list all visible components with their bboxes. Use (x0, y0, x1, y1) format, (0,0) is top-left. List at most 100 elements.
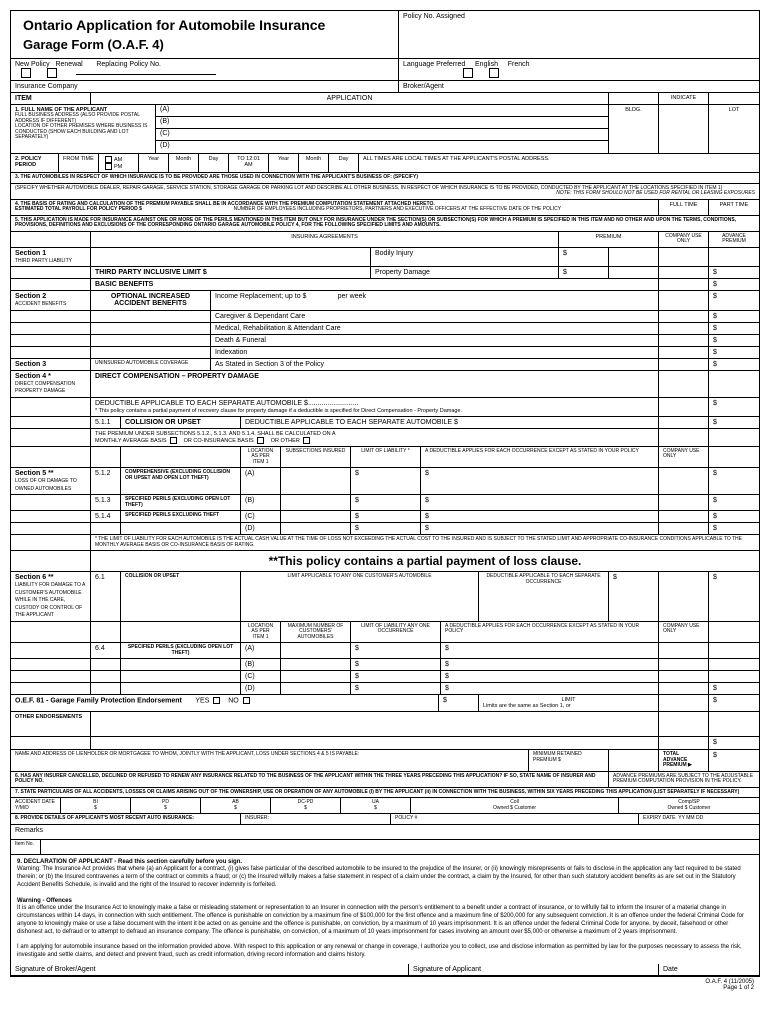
sec2-income: Section 2 ACCIDENT BENEFITS OPTIONAL INC… (11, 291, 759, 311)
coins-checkbox[interactable] (257, 437, 264, 444)
item8: 8. PROVIDE DETAILS OF APPLICANT'S MOST R… (11, 814, 241, 824)
s64: 6.4 (91, 643, 121, 658)
company-broker-row: Insurance Company Broker/Agent (11, 81, 759, 93)
sec2-caregiver: Caregiver & Dependant Care $ (11, 311, 759, 323)
pm-label: PM (114, 164, 122, 170)
form-title: Ontario Application for Automobile Insur… (15, 13, 394, 37)
sec1-sub: THIRD PARTY LIABILITY (15, 258, 72, 264)
french-checkbox[interactable] (489, 68, 499, 78)
no-label: NO (228, 697, 239, 704)
english-checkbox[interactable] (463, 68, 473, 78)
premium-under: THE PREMIUM UNDER SUBSECTIONS 5.1.2., 5.… (95, 431, 336, 437)
item3-row: 3. THE AUTOMOBILES IN RESPECT OF WHICH I… (11, 173, 759, 184)
s512-row: Section 5 ** LOSS OF OR DAMAGE TO OWNED … (11, 468, 759, 495)
policy-num: POLICY # (391, 814, 639, 824)
limit-any-one: LIMIT APPLICABLE TO ANY ONE CUSTOMER'S A… (241, 572, 479, 621)
sec6-hdr-row: Section 6 ** LIABILITY FOR DAMAGE TO A C… (11, 572, 759, 622)
medical: Medical, Rehabilitation & Attendant Care (211, 323, 659, 334)
s513-row: 5.1.3 SPECIFIED PERILS (EXCLUDING OPEN L… (11, 495, 759, 511)
sec4-hdr: Section 4 * DIRECT COMPENSATION PROPERTY… (11, 371, 759, 398)
pm-checkbox[interactable] (105, 163, 112, 170)
spec-perils: SPECIFIED PERILS (EXCLUDING OPEN LOT THE… (121, 495, 241, 510)
new-policy-checkbox[interactable] (21, 68, 31, 78)
other-checkbox[interactable] (303, 437, 310, 444)
indicate-hdr: INDICATE (659, 93, 709, 104)
am-checkbox[interactable] (105, 156, 112, 163)
from-time: FROM TIME (59, 154, 99, 172)
owned-cust1: Owned $ Customer (493, 805, 536, 811)
sec4-sub: DIRECT COMPENSATION PROPERTY DAMAGE (15, 381, 75, 395)
ab: AB (232, 799, 239, 805)
lienholder-row: NAME AND ADDRESS OF LIENHOLDER OR MORTGA… (11, 750, 759, 772)
item-hdr: ITEM (11, 93, 91, 104)
s511: 5.1.1 (91, 417, 121, 428)
sec2-sub: ACCIDENT BENEFITS (15, 301, 66, 307)
sec2-indexation: Indexation $ (11, 347, 759, 359)
new-policy-label: New Policy (15, 61, 50, 68)
decl-offence: It is an offence under the Insurance Act… (17, 905, 753, 936)
renewal-checkbox[interactable] (47, 68, 57, 78)
spec-perils-excl: SPECIFIED PERILS EXCLUDING THEFT (121, 511, 241, 522)
sec3: Section 3 (11, 359, 91, 370)
total-adv: TOTAL ADVANCE PREMIUM (663, 751, 687, 768)
subsections-insured: SUBSECTIONS INSURED (281, 447, 351, 468)
lang-pref-label: Language Preferred (403, 61, 465, 68)
item7q: 7. STATE PARTICULARS OF ALL ACCIDENTS, L… (15, 790, 739, 796)
other-end: OTHER ENDORSEMENTS (11, 712, 91, 736)
deductible-auto: DEDUCTIBLE APPLICABLE TO EACH SEPARATE A… (241, 417, 659, 428)
addr-a: (A) (160, 106, 169, 113)
year1: Year (139, 154, 169, 172)
local-times: ALL TIMES ARE LOCAL TIMES AT THE APPLICA… (359, 154, 759, 172)
monthly-avg: MONTHLY AVERAGE BASIS (95, 438, 167, 444)
replacing-label: Replacing Policy No. (96, 61, 161, 68)
sec6-sub: LIABILITY FOR DAMAGE TO A CUSTOMER'S AUT… (15, 582, 85, 618)
sig-applicant[interactable]: Signature of Applicant (409, 964, 659, 975)
monthly-avg-checkbox[interactable] (170, 437, 177, 444)
sig-broker[interactable]: Signature of Broker/Agent (11, 964, 409, 975)
partial-clause-row: **This policy contains a partial payment… (11, 551, 759, 572)
dc-pd: DIRECT COMPENSATION – PROPERTY DAMAGE (91, 371, 659, 397)
expiry: EXPIRY DATE (643, 815, 676, 821)
optional: OPTIONAL INCREASED ACCIDENT BENEFITS (91, 291, 211, 310)
sec5-note: * THE LIMIT OF LIABILITY FOR EACH AUTOMO… (91, 535, 759, 550)
no-checkbox[interactable] (243, 697, 250, 704)
oef81: O.E.F. 81 - Garage Family Protection End… (15, 697, 182, 704)
full-time: FULL TIME (659, 200, 709, 215)
item1-loc: LOCATION OF OTHER PREMISES WHERE BUSINES… (15, 124, 151, 141)
deduct-each-occ: DEDUCTIBLE APPLICABLE TO EACH SEPARATE O… (479, 572, 609, 621)
collision-upset-511: COLLISION OR UPSET (121, 417, 241, 428)
page-num: Page 1 of 2 (723, 985, 754, 991)
s512: 5.1.2 (91, 468, 121, 494)
addr-b: (B) (160, 118, 169, 125)
decl-apply: I am applying for automobile insurance b… (17, 944, 753, 960)
sec5: Section 5 ** (15, 470, 54, 477)
pd: PD (162, 799, 169, 805)
part-time: PART TIME (709, 200, 759, 215)
item3-note: (SPECIFY WHETHER AUTOMOBILE DEALER, REPA… (15, 185, 722, 191)
declaration-section: 9. DECLARATION OF APPLICANT - Read this … (11, 855, 759, 964)
item7-row: 7. STATE PARTICULARS OF ALL ACCIDENTS, L… (11, 788, 759, 799)
sec5-note-row: * THE LIMIT OF LIABILITY FOR EACH AUTOMO… (11, 535, 759, 551)
yymmdd: YY MM DD (678, 815, 703, 821)
decl-hdr: 9. DECLARATION OF APPLICANT - Read this … (17, 859, 753, 867)
yes-label: YES (195, 697, 209, 704)
section1-row2: THIRD PARTY INCLUSIVE LIMIT $ Property D… (11, 267, 759, 279)
company-use-5: COMPANY USE ONLY (659, 447, 709, 468)
item8-row: 8. PROVIDE DETAILS OF APPLICANT'S MOST R… (11, 814, 759, 825)
remarks-row: Remarks (11, 825, 759, 840)
yes-checkbox[interactable] (213, 697, 220, 704)
item1-row: 1. FULL NAME OF THE APPLICANT FULL BUSIN… (11, 105, 759, 154)
item3-label: 3. THE AUTOMOBILES IN RESPECT OF WHICH I… (15, 175, 392, 181)
num-emp: NUMBER OF EMPLOYEES INCLUDING PROPRIETOR… (234, 206, 561, 212)
prop-dmg: Property Damage (371, 267, 559, 278)
s511-row: 5.1.1 COLLISION OR UPSET DEDUCTIBLE APPL… (11, 417, 759, 429)
bldg-hdr: BLDG. (609, 105, 659, 153)
sig-date[interactable]: Date (659, 964, 759, 975)
am-label: AM (114, 157, 122, 163)
day1: Day (199, 154, 229, 172)
tpil: THIRD PARTY INCLUSIVE LIMIT $ (91, 267, 371, 278)
basic-benefits-row: BASIC BENEFITS $ (11, 279, 759, 291)
item4-row: 4. THE BASIS OF RATING AND CALCULATION O… (11, 200, 759, 216)
bi: BI (93, 799, 98, 805)
adv-premium-hdr: ADVANCE PREMIUM (709, 232, 759, 247)
